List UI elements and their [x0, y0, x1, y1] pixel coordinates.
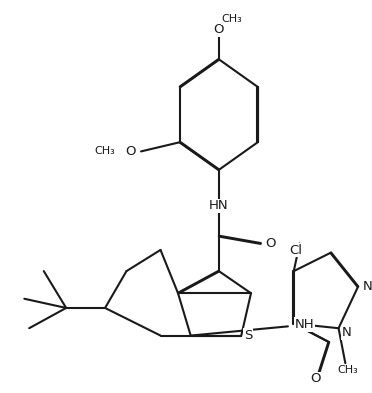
Text: N: N	[341, 326, 351, 339]
Text: O: O	[125, 145, 136, 158]
Text: CH₃: CH₃	[338, 365, 359, 375]
Text: Cl: Cl	[289, 244, 302, 257]
Text: CH₃: CH₃	[95, 147, 115, 156]
Text: N: N	[362, 280, 372, 293]
Text: S: S	[244, 329, 253, 342]
Text: NH: NH	[295, 318, 314, 331]
Text: O: O	[310, 373, 321, 386]
Text: HN: HN	[209, 199, 229, 212]
Text: CH₃: CH₃	[221, 14, 242, 24]
Text: O: O	[265, 237, 276, 250]
Text: O: O	[214, 24, 224, 37]
